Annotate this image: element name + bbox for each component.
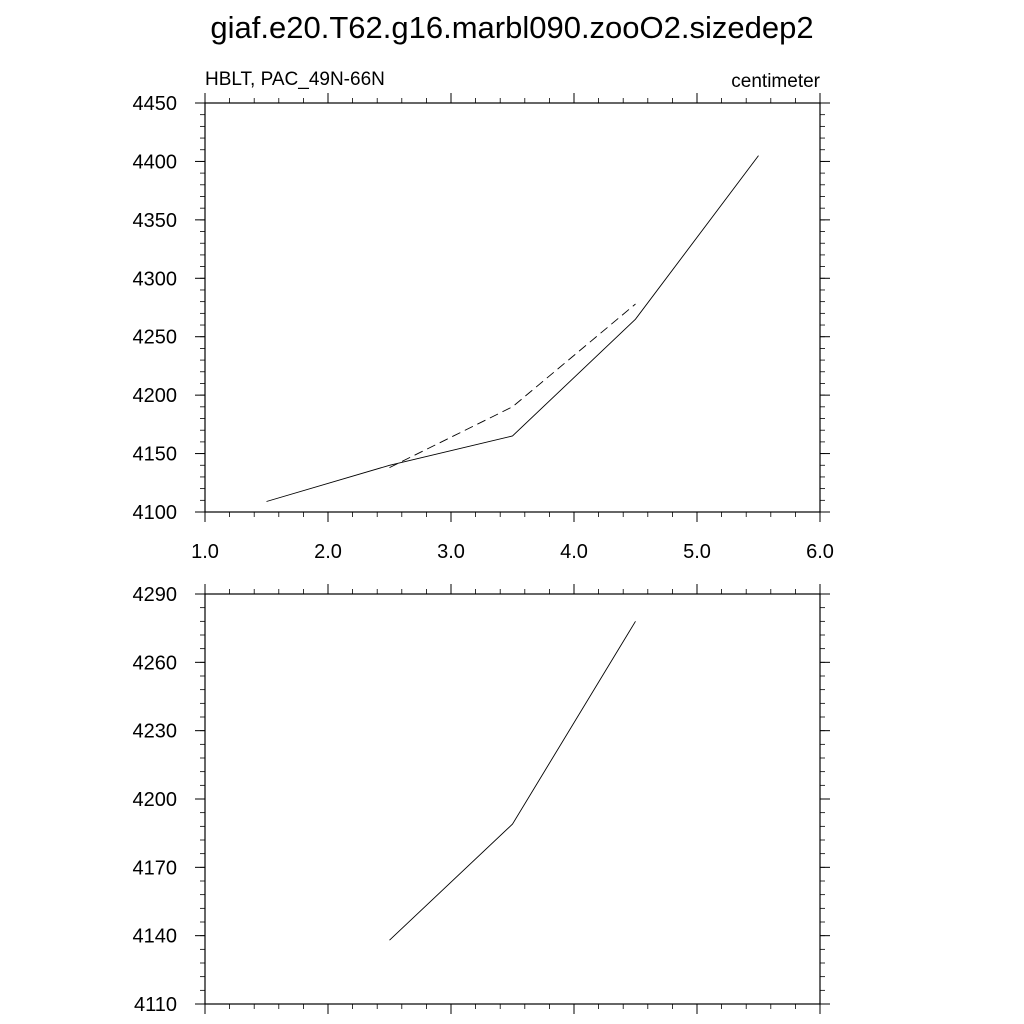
panel-left-string: HBLT, PAC_49N-66N (205, 69, 385, 90)
y-tick-label: 4250 (133, 327, 178, 349)
series-line-solid (389, 621, 636, 941)
panel-units-label: centimeter (731, 71, 820, 92)
y-tick-label: 4110 (134, 994, 177, 1016)
x-tick-label: 1.0 (191, 541, 219, 563)
plot-frame (204, 102, 821, 513)
y-tick-label: 4450 (133, 93, 178, 115)
y-tick-label: 4300 (133, 268, 178, 290)
y-tick-label: 4200 (133, 789, 178, 811)
y-tick-label: 4290 (133, 584, 178, 606)
x-tick-label: 6.0 (806, 541, 834, 563)
y-tick-label: 4230 (133, 721, 178, 743)
y-tick-label: 4260 (133, 652, 178, 674)
x-tick-label: 5.0 (683, 541, 711, 563)
y-tick-label: 4150 (133, 444, 178, 466)
bottom-panel: 4110 4140 4170 4200 4230 4260 4290 (133, 584, 830, 1016)
y-tick-label: 4200 (133, 385, 178, 407)
y-tick-label: 4170 (133, 857, 178, 879)
x-tick-label: 4.0 (560, 541, 588, 563)
chart-title: giaf.e20.T62.g16.marbl090.zooO2.sizedep2 (210, 10, 813, 45)
series-line-dashed (389, 303, 636, 469)
y-tick-label: 4350 (133, 210, 178, 232)
plot-frame (204, 593, 821, 1005)
top-panel: HBLT, PAC_49N-66N centimeter 1.0 2.0 3.0 4.0 5… (133, 69, 834, 563)
x-tick-label: 2.0 (314, 541, 342, 563)
series-line-solid (266, 155, 759, 502)
y-tick-label: 4140 (133, 926, 178, 948)
y-tick-label: 4400 (133, 151, 178, 173)
x-tick-label: 3.0 (437, 541, 465, 563)
y-tick-label: 4100 (133, 502, 178, 524)
